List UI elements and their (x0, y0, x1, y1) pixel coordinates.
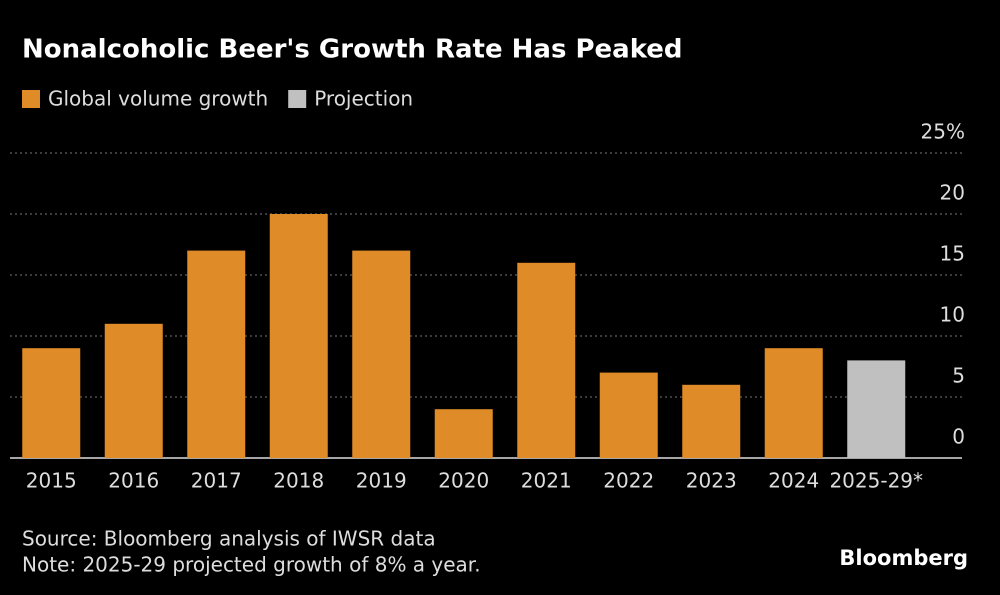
chart-title: Nonalcoholic Beer's Growth Rate Has Peak… (22, 35, 683, 65)
x-tick-label: 2021 (521, 469, 572, 493)
legend-label: Projection (314, 87, 413, 111)
brand-logo: Bloomberg (839, 546, 968, 570)
x-tick-label: 2015 (26, 469, 77, 493)
y-tick-label: 20 (940, 181, 965, 205)
y-tick-label: 15 (940, 242, 965, 266)
x-tick-label: 2018 (273, 469, 324, 493)
footnote: Note: 2025-29 projected growth of 8% a y… (22, 553, 481, 577)
bar (269, 214, 328, 458)
bar (682, 384, 741, 458)
bar (599, 372, 658, 458)
source-note: Source: Bloomberg analysis of IWSR data (22, 527, 436, 551)
bar (104, 323, 163, 458)
bar (352, 250, 411, 458)
y-tick-label: 5 (952, 364, 965, 388)
y-tick-label: 0 (952, 425, 965, 449)
x-tick-label: 2024 (768, 469, 819, 493)
x-tick-label: 2025-29* (829, 469, 923, 493)
bar (847, 360, 906, 458)
x-tick-label: 2016 (108, 469, 159, 493)
bar (517, 262, 576, 458)
y-tick-label: 10 (940, 303, 965, 327)
bar (764, 348, 823, 458)
x-tick-label: 2019 (356, 469, 407, 493)
bar (434, 409, 493, 458)
legend-swatch (288, 90, 307, 108)
y-tick-label: 25% (921, 120, 965, 144)
bar (187, 250, 246, 458)
x-tick-label: 2023 (686, 469, 737, 493)
x-tick-label: 2020 (438, 469, 489, 493)
bar (22, 348, 81, 458)
legend-swatch (22, 90, 40, 108)
legend-label: Global volume growth (48, 87, 268, 111)
x-tick-label: 2022 (603, 469, 654, 493)
x-tick-label: 2017 (191, 469, 242, 493)
